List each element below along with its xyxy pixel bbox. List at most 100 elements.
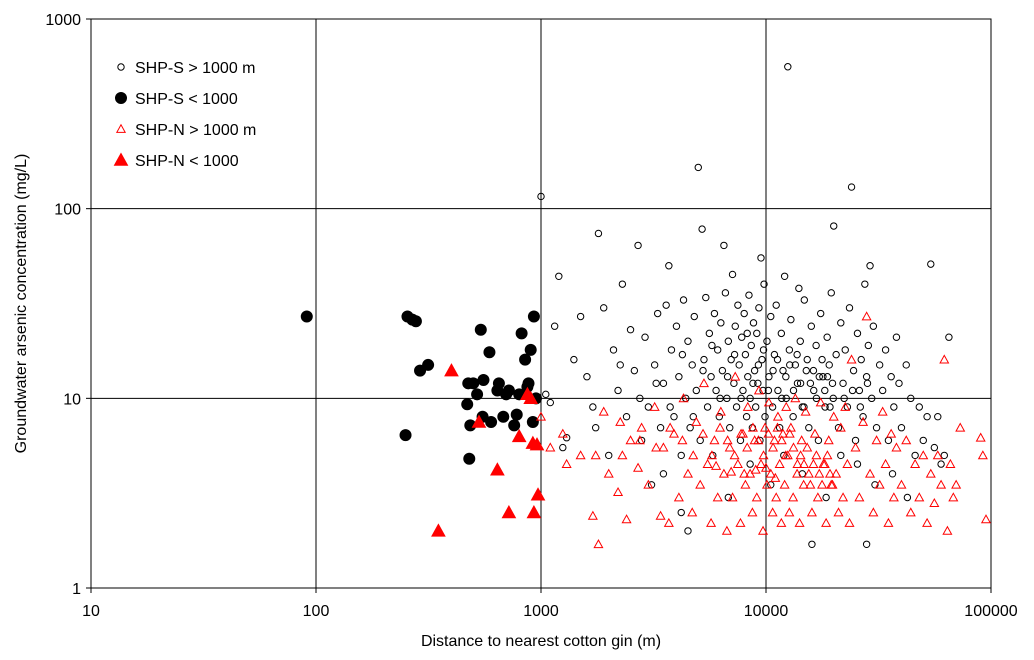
data-point [844,517,855,527]
data-point [665,422,676,432]
x-tick-label: 10000 [744,603,789,620]
data-point [712,386,720,395]
data-point [823,373,832,381]
data-point [777,428,789,438]
data-point [463,452,476,465]
data-point [880,458,891,468]
data-point [823,333,831,341]
data-point [872,424,881,432]
data-point [805,424,813,432]
data-points [300,63,992,549]
legend-marker [115,123,127,133]
data-point [570,355,578,364]
data-point [731,322,739,330]
data-point [706,450,717,460]
data-point [755,304,763,312]
data-point [854,492,865,502]
data-point [980,514,992,524]
data-point [945,333,953,341]
data-point [715,406,726,416]
data-point [825,361,833,369]
data-point [929,497,940,508]
data-point [881,346,890,354]
data-point [864,468,876,478]
data-point [763,337,771,345]
data-point [818,355,826,364]
data-point [803,355,811,364]
data-point [819,373,827,381]
data-point [886,428,897,438]
data-point [747,422,759,432]
data-point [300,310,313,323]
data-point [659,379,668,388]
data-point [709,435,720,445]
data-point [587,510,598,520]
data-point [705,329,714,338]
data-point [485,416,498,429]
data-point [828,379,837,388]
data-point [824,468,836,478]
data-point [545,442,556,452]
data-point [749,319,758,327]
data-point [752,403,760,411]
legend-label: SHP-N < 1000 [135,153,239,170]
data-point [605,451,613,460]
data-point [888,492,899,502]
data-point [650,361,659,369]
data-point [803,468,814,478]
data-point [399,429,412,442]
data-point [861,280,869,288]
data-point [474,323,487,336]
data-point [678,393,689,403]
data-point [461,398,474,411]
data-point [546,398,555,407]
data-point [555,272,563,280]
data-point [691,416,702,426]
data-point [707,373,715,381]
data-point [905,507,916,517]
data-point [768,442,779,452]
data-point [735,517,746,527]
data-point [652,379,660,388]
data-point [444,363,459,377]
x-tick-label: 100000 [964,603,1017,620]
data-point [761,479,773,489]
data-point [723,373,732,381]
data-point [856,403,865,411]
data-point [711,460,722,470]
data-point [897,424,906,432]
data-point [772,422,783,432]
data-point [530,487,546,501]
data-point [667,346,676,354]
data-point [774,458,785,468]
x-tick-label: 100 [303,603,330,620]
data-point [684,337,692,345]
data-point [868,394,876,403]
data-point [700,355,708,364]
data-point [787,315,795,324]
data-point [524,343,537,356]
data-point [769,435,780,445]
data-point [822,450,833,460]
data-point [768,403,777,411]
series-4 [431,363,546,537]
data-point [694,163,702,172]
data-point [753,329,761,338]
data-point [759,346,768,354]
data-point [745,291,753,299]
data-point [955,422,966,432]
data-point [810,386,818,395]
data-point [754,379,762,388]
data-point [557,428,568,438]
data-point [850,442,861,452]
data-point [891,442,902,452]
data-point [742,442,753,452]
data-point [792,468,803,478]
data-point [715,413,723,421]
data-point [679,296,688,304]
data-point [767,507,778,517]
data-point [561,458,572,468]
data-point [763,397,774,407]
y-tick-label: 1000 [45,12,81,29]
data-point [589,403,597,411]
